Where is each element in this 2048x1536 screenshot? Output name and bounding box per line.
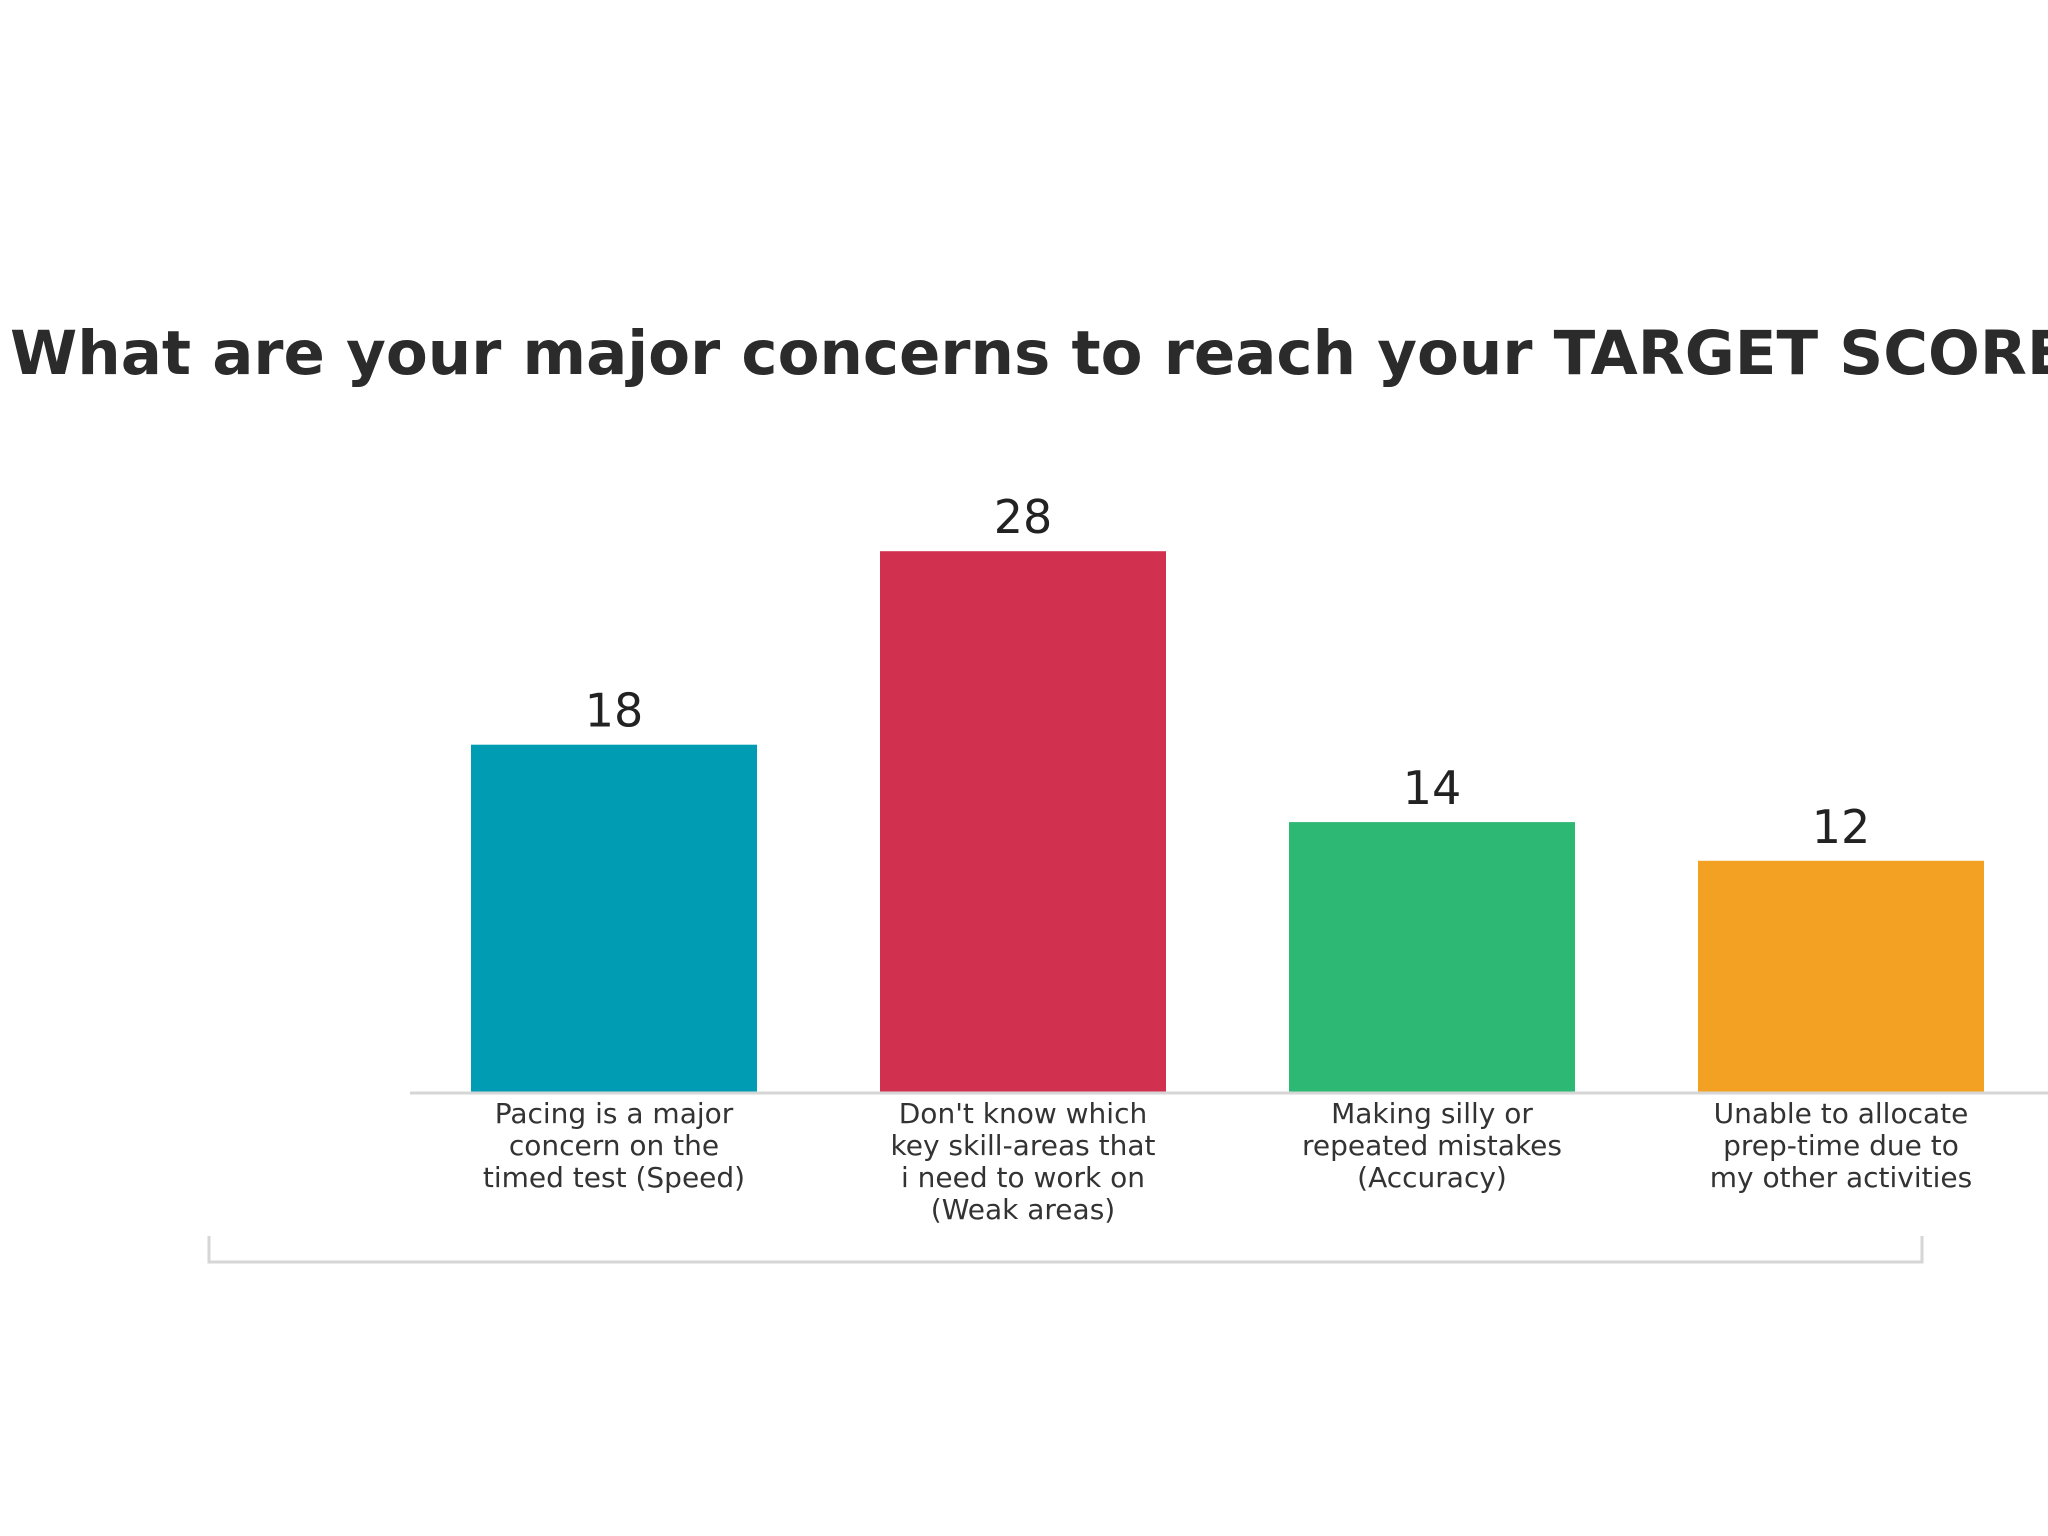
data-label-1: 18 [585, 684, 644, 738]
category-label-1: Pacing is a major concern on the timed tes… [454, 1098, 774, 1194]
bottom-bracket [207, 1236, 1924, 1264]
bars-layer [471, 551, 1984, 1093]
data-label-3: 14 [1403, 761, 1462, 815]
category-label-line: timed test (Speed) [482, 1161, 746, 1194]
category-label-4: Unable to allocate prep-time due to my oth… [1681, 1098, 2001, 1194]
category-label-line: Don't know which [898, 1097, 1148, 1130]
category-label-line: (Accuracy) [1357, 1161, 1507, 1194]
data-label-2: 28 [994, 490, 1053, 544]
category-label-line: prep-time due to [1723, 1129, 1959, 1162]
category-label-line: i need to work on [900, 1161, 1146, 1194]
category-label-line: repeated mistakes [1302, 1129, 1562, 1162]
chart-title: What are your major concerns to reach yo… [10, 318, 2048, 389]
value-labels-layer: 18 28 14 12 [585, 490, 1871, 854]
bar-1 [471, 744, 757, 1093]
bar-3 [1289, 822, 1575, 1093]
category-label-3: Making silly or repeated mistakes (Accurac… [1272, 1098, 1592, 1194]
category-label-line: my other activities [1709, 1161, 1973, 1194]
category-label-line: Making silly or [1331, 1097, 1533, 1130]
bar-2 [880, 551, 1166, 1093]
category-label-line: concern on the [508, 1129, 720, 1162]
bar-4 [1698, 860, 1984, 1093]
category-label-line: key skill-areas that [890, 1129, 1156, 1162]
data-label-4: 12 [1812, 800, 1871, 854]
category-label-line: Pacing is a major [494, 1097, 734, 1130]
category-label-line: (Weak areas) [930, 1193, 1116, 1226]
category-label-2: Don't know which key skill-areas that i ne… [863, 1098, 1183, 1226]
category-label-line: Unable to allocate [1713, 1097, 1969, 1130]
